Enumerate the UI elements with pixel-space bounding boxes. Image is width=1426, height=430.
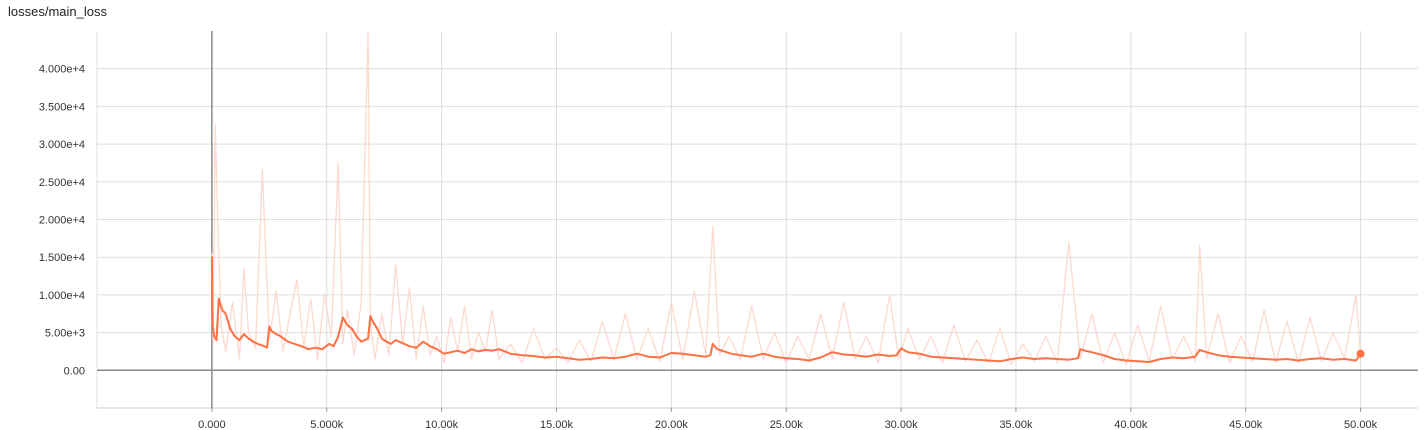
axis-layer xyxy=(97,31,1418,412)
x-tick-label: 15.00k xyxy=(540,419,574,430)
y-tick-label: 4.000e+4 xyxy=(39,64,85,76)
y-tick-label: 0.00 xyxy=(64,365,85,377)
x-tick-label: 25.00k xyxy=(770,419,804,430)
x-tick-label: 40.00k xyxy=(1114,419,1148,430)
y-tick-label: 3.000e+4 xyxy=(39,139,85,151)
last-point-marker xyxy=(1356,349,1365,358)
y-tick-label: 5.00e+3 xyxy=(45,328,85,340)
y-tick-label: 2.500e+4 xyxy=(39,177,85,189)
x-tick-label: 45.00k xyxy=(1229,419,1263,430)
x-tick-label: 10.00k xyxy=(425,419,459,430)
y-tick-label: 1.500e+4 xyxy=(39,252,85,264)
series-layer xyxy=(210,30,1365,365)
x-tick-label: 0.000 xyxy=(198,419,226,430)
chart-title: losses/main_loss xyxy=(8,4,107,19)
raw-loss-line xyxy=(211,30,1362,365)
x-tick-label: 30.00k xyxy=(885,419,919,430)
smoothed-loss-line xyxy=(210,256,1362,363)
x-tick-label: 20.00k xyxy=(655,419,689,430)
tick-label-layer: 0.000 5.000k 10.00k 15.00k 20.00k 25.00k 30.00… xyxy=(39,64,1378,430)
y-tick-label: 2.000e+4 xyxy=(39,215,85,227)
y-tick-label: 3.500e+4 xyxy=(39,101,85,113)
x-tick-label: 50.00k xyxy=(1344,419,1378,430)
x-tick-label: 5.000k xyxy=(310,419,344,430)
y-tick-label: 1.000e+4 xyxy=(39,290,85,302)
x-tick-label: 35.00k xyxy=(999,419,1033,430)
